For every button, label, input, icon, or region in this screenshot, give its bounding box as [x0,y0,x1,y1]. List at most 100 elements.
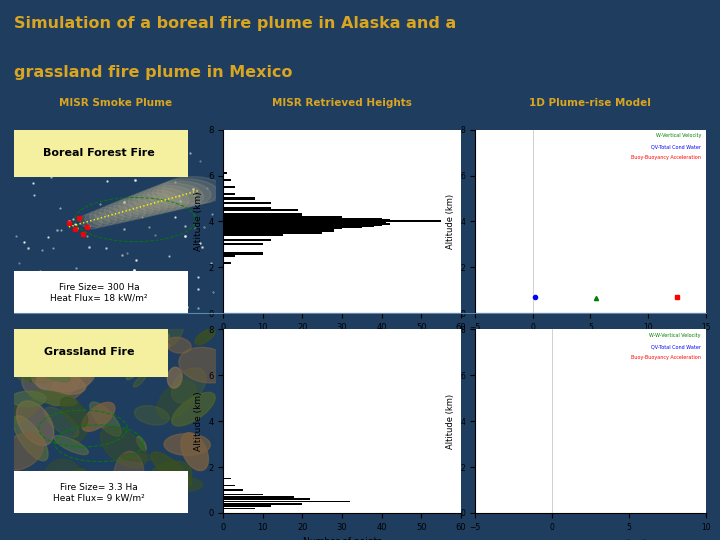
Ellipse shape [13,416,48,461]
Text: QV-Total Cond Water: QV-Total Cond Water [651,144,701,149]
Bar [223,218,382,220]
Ellipse shape [120,453,153,461]
Text: Buoy-Buoyancy Acceleration: Buoy-Buoyancy Acceleration [631,355,701,360]
FancyBboxPatch shape [12,471,188,515]
Ellipse shape [73,422,90,444]
Y-axis label: Altitude (km): Altitude (km) [446,194,455,249]
Bar [223,230,334,232]
Ellipse shape [151,452,192,487]
Ellipse shape [109,201,145,220]
Bar [223,226,362,228]
Ellipse shape [171,368,206,403]
Ellipse shape [48,365,92,406]
Ellipse shape [45,407,78,437]
Ellipse shape [145,461,192,497]
Bar [223,179,231,181]
X-axis label: W (m/s), QV (g/Kg), Buoy (1e$^{-2}$ m/s$^2$): W (m/s), QV (g/Kg), Buoy (1e$^{-2}$ m/s$… [531,338,649,348]
Text: Simulation of a boreal fire plume in Alaska and a: Simulation of a boreal fire plume in Ala… [14,16,456,31]
Ellipse shape [60,397,88,427]
Text: Grassland Fire: Grassland Fire [44,347,134,357]
Bar [223,485,235,486]
Ellipse shape [164,434,210,455]
X-axis label: Number of Retrievals: Number of Retrievals [294,338,390,347]
Bar [223,498,310,500]
Ellipse shape [137,436,146,450]
Text: QV-Total Cond Water: QV-Total Cond Water [651,344,701,349]
Ellipse shape [181,433,209,470]
Ellipse shape [3,341,44,354]
Ellipse shape [141,471,163,484]
Bar [223,503,302,504]
Ellipse shape [148,476,202,493]
Bar [223,234,283,237]
Ellipse shape [32,370,86,394]
Ellipse shape [21,349,76,383]
Bar [223,209,299,211]
Text: Fire Size= 3.3 Ha
Heat Flux= 9 kW/m²: Fire Size= 3.3 Ha Heat Flux= 9 kW/m² [53,483,145,503]
Bar [223,232,323,234]
Text: Buoy-Buoyancy Acceleration: Buoy-Buoyancy Acceleration [631,156,701,160]
Bar [223,225,374,227]
Text: W-Vertical Velocity: W-Vertical Velocity [656,133,701,138]
Ellipse shape [30,390,77,406]
Bar [223,494,263,495]
Bar [223,261,231,264]
Bar [223,197,255,200]
Ellipse shape [118,338,158,353]
Ellipse shape [12,342,40,381]
Y-axis label: Altitude (km): Altitude (km) [446,394,455,449]
Ellipse shape [114,451,144,501]
Ellipse shape [34,503,68,512]
Text: MISR Smoke Plume: MISR Smoke Plume [58,98,172,108]
FancyBboxPatch shape [12,328,168,377]
Text: 1D Plume-rise Model: 1D Plume-rise Model [529,98,652,108]
Text: grassland fire plume in Mexico: grassland fire plume in Mexico [14,65,293,80]
Bar [223,478,231,480]
Ellipse shape [128,192,175,214]
Ellipse shape [157,381,197,419]
Ellipse shape [90,210,117,226]
Ellipse shape [158,179,218,205]
Ellipse shape [167,367,182,388]
Ellipse shape [100,427,147,468]
Ellipse shape [104,203,138,221]
Ellipse shape [126,355,148,380]
Ellipse shape [145,483,176,520]
Ellipse shape [132,311,184,353]
Bar [223,222,390,225]
Bar [223,172,228,174]
Ellipse shape [73,328,92,343]
Ellipse shape [17,401,54,446]
Ellipse shape [114,199,153,219]
Ellipse shape [138,346,145,360]
Ellipse shape [0,399,42,427]
Ellipse shape [155,334,169,353]
Ellipse shape [90,402,121,436]
Ellipse shape [85,212,109,227]
Bar [223,496,294,498]
Ellipse shape [36,366,94,392]
Ellipse shape [19,476,33,500]
Bar [223,206,271,209]
Ellipse shape [82,402,115,431]
Bar [223,215,342,218]
Ellipse shape [6,488,32,509]
Ellipse shape [179,347,233,383]
Text: MISR Retrieved Heights: MISR Retrieved Heights [272,98,412,108]
Bar [223,505,271,507]
Ellipse shape [0,433,44,470]
Bar [223,221,386,224]
Text: W-W-Vertical Velocity: W-W-Vertical Velocity [649,333,701,338]
Ellipse shape [119,343,169,364]
Ellipse shape [54,435,89,455]
Ellipse shape [11,391,46,407]
Bar [223,239,271,241]
Ellipse shape [162,177,225,204]
Bar [223,255,235,257]
Ellipse shape [99,205,131,223]
Ellipse shape [135,406,169,425]
Ellipse shape [55,469,85,489]
Ellipse shape [127,366,145,377]
FancyBboxPatch shape [12,271,188,315]
Ellipse shape [153,181,211,207]
